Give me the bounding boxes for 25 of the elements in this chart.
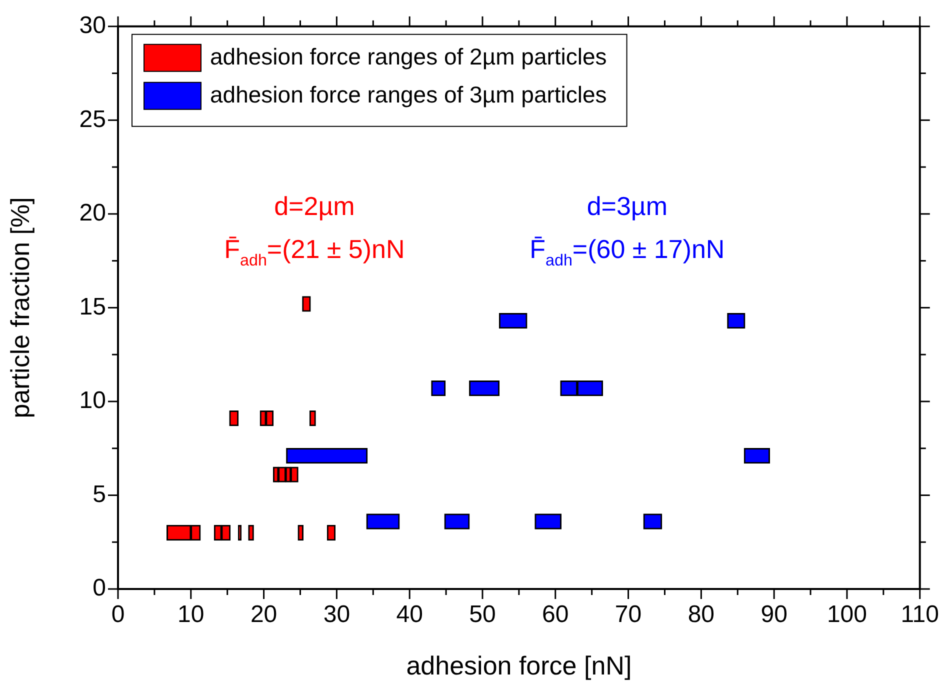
- y-tick-label: 15: [79, 293, 106, 320]
- x-tick-label: 80: [688, 601, 715, 628]
- x-tick-label: 0: [111, 601, 125, 628]
- x-tick-label: 100: [826, 601, 867, 628]
- y-axis-title: particle fraction [%]: [4, 197, 35, 418]
- legend-label: adhesion force ranges of 3µm particles: [210, 82, 607, 108]
- x-tick-label: 20: [250, 601, 278, 628]
- y-tick-label: 30: [79, 12, 106, 40]
- x-axis-title: adhesion force [nN]: [406, 650, 632, 681]
- x-tick-label: 90: [760, 601, 788, 628]
- x-tick-label: 10: [178, 601, 204, 628]
- y-tick-label: 25: [79, 106, 106, 133]
- y-tick-label: 20: [79, 200, 106, 227]
- x-tick-label: 110: [900, 601, 939, 628]
- y-tick-label: 5: [92, 480, 106, 508]
- annotation: d=2µm: [274, 190, 355, 221]
- x-tick-label: 30: [323, 601, 350, 628]
- x-tick-label: 40: [396, 601, 423, 628]
- y-tick-label: 0: [92, 574, 106, 602]
- y-tick-label: 10: [79, 387, 106, 414]
- legend-label: adhesion force ranges of 2µm particles: [210, 44, 607, 70]
- annotation: d=3µm: [586, 190, 668, 221]
- x-tick-label: 50: [469, 601, 496, 628]
- x-tick-label: 70: [614, 601, 642, 628]
- x-tick-label: 60: [542, 601, 569, 628]
